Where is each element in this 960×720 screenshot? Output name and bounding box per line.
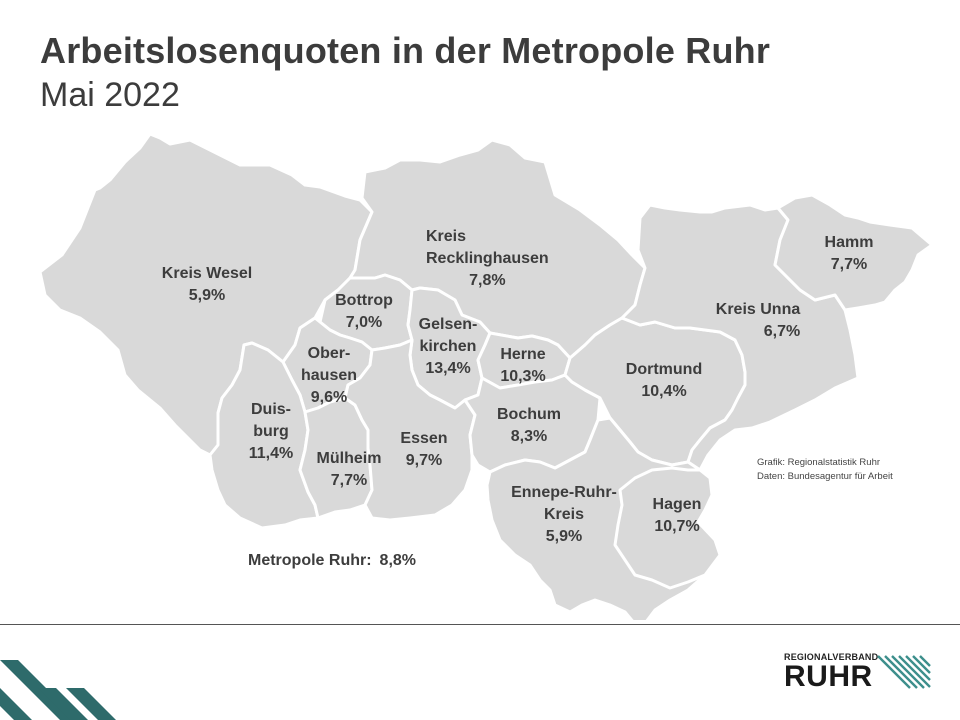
- label-bochum: Bochum 8,3%: [497, 404, 561, 448]
- label-line: 7,7%: [330, 472, 368, 489]
- region-hagen: [613, 466, 722, 590]
- ruhr-map: [38, 132, 934, 620]
- label-line: 9,6%: [310, 389, 348, 406]
- label-line: kirchen: [419, 338, 477, 355]
- label-wesel: Kreis Wesel 5,9%: [162, 263, 252, 307]
- label-line: 6,7%: [763, 323, 801, 340]
- label-line: 10,4%: [641, 383, 687, 400]
- footer-divider: [0, 624, 960, 625]
- label-line: 10,7%: [654, 518, 700, 535]
- credits: Grafik: Regionalstatistik Ruhr Daten: Bu…: [757, 456, 893, 484]
- label-line: Bottrop: [335, 292, 393, 309]
- label-line: 5,9%: [188, 287, 226, 304]
- label-line: Kreis: [426, 228, 467, 245]
- label-gelsenkirchen: Gelsen-kirchen 13,4%: [419, 314, 478, 380]
- label-line: 10,3%: [500, 368, 546, 385]
- credit-graphic: Grafik: Regionalstatistik Ruhr: [757, 457, 881, 468]
- label-line: Ennepe-Ruhr-: [511, 484, 617, 501]
- logo-wave-icon: [877, 655, 931, 689]
- label-hagen: Hagen 10,7%: [653, 494, 702, 538]
- decorative-stripes: [0, 660, 116, 720]
- label-recklinghausen: Kreis Recklinghausen 7,8%: [426, 226, 549, 292]
- credit-data: Daten: Bundesagentur für Arbeit: [757, 471, 893, 482]
- label-line: Ober-: [307, 345, 351, 362]
- label-line: Kreis Wesel: [161, 265, 253, 282]
- map-title: Arbeitslosenquoten in der Metropole Ruhr: [40, 30, 771, 71]
- label-line: Bochum: [497, 406, 561, 423]
- label-line: Essen: [400, 430, 448, 447]
- region-hamm: [773, 193, 934, 312]
- label-line: 7,7%: [830, 256, 868, 273]
- label-line: hausen: [300, 367, 358, 384]
- label-line: Gelsen-: [418, 316, 478, 333]
- label-line: 7,0%: [345, 314, 383, 331]
- logo-big-text: RUHR: [784, 660, 873, 693]
- label-muelheim: Mülheim 7,7%: [317, 448, 382, 492]
- metropole-total: Metropole Ruhr: 8,8%: [248, 552, 416, 570]
- label-line: Dortmund: [625, 361, 703, 378]
- label-ennepe: Ennepe-Ruhr- Kreis 5,9%: [511, 482, 617, 548]
- total-label: Metropole Ruhr:: [248, 552, 372, 569]
- label-duisburg: Duis-burg 11,4%: [249, 399, 293, 465]
- label-line: Kreis Unna: [715, 301, 801, 318]
- label-line: 11,4%: [248, 445, 294, 462]
- label-line: Duis-: [250, 401, 291, 418]
- region-unna: [620, 203, 860, 472]
- regionalverband-ruhr-logo: REGIONALVERBAND RUHR: [784, 652, 934, 693]
- label-line: burg: [253, 423, 289, 440]
- label-unna: Kreis Unna 6,7%: [716, 299, 800, 343]
- label-herne: Herne 10,3%: [500, 344, 545, 388]
- total-value: 8,8%: [379, 552, 417, 569]
- label-line: Hagen: [652, 496, 702, 513]
- map-subtitle: Mai 2022: [40, 76, 180, 114]
- label-dortmund: Dortmund 10,4%: [626, 359, 702, 403]
- label-hamm: Hamm 7,7%: [825, 232, 874, 276]
- label-essen: Essen 9,7%: [400, 428, 447, 472]
- label-line: 7,8%: [469, 272, 506, 289]
- label-line: 13,4%: [425, 360, 471, 377]
- label-line: Hamm: [824, 234, 874, 251]
- logo-small-text: REGIONALVERBAND: [784, 652, 879, 662]
- label-line: Herne: [500, 346, 546, 363]
- label-line: Kreis: [543, 506, 585, 523]
- label-oberhausen: Ober-hausen 9,6%: [301, 343, 357, 409]
- label-line: 8,3%: [510, 428, 548, 445]
- label-bottrop: Bottrop 7,0%: [335, 290, 393, 334]
- label-line: 5,9%: [545, 528, 583, 545]
- label-line: 9,7%: [405, 452, 443, 469]
- label-line: Mülheim: [316, 450, 382, 467]
- label-line: Recklinghausen: [426, 250, 549, 267]
